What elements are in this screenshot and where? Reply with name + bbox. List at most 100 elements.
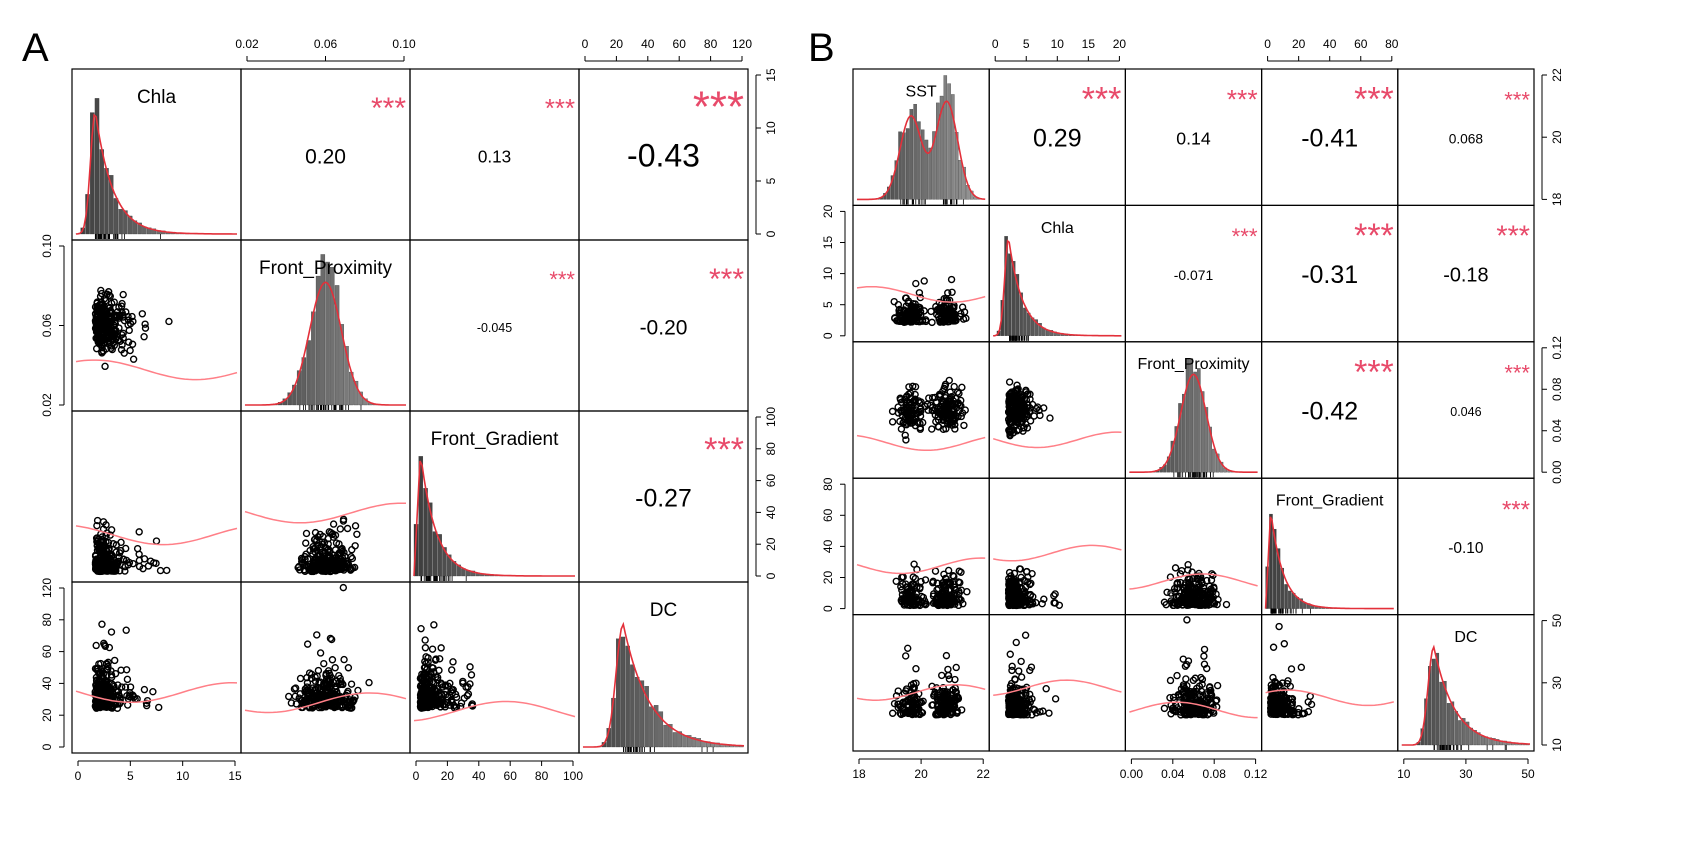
- panel-b-scatter-point: [1269, 673, 1277, 682]
- panel-a-scatter-point: [101, 362, 109, 371]
- panel-b-histogram-bar: [1450, 701, 1455, 746]
- panel-b-histogram-bar: [909, 109, 914, 200]
- panel-a-scatter-point: [117, 346, 126, 354]
- panel-b-scatter-point: [1306, 692, 1314, 700]
- panel-a-tick-label: 20: [610, 37, 624, 51]
- panel-a-scatter-point: [93, 308, 101, 316]
- panel-b-smooth-line: [856, 434, 986, 452]
- panel-b-tick-label: 15: [821, 236, 835, 250]
- panel-b-scatter-point: [1195, 580, 1203, 588]
- panel-b-scatter-point: [901, 652, 910, 660]
- panel-b-scatter-point: [1015, 667, 1023, 675]
- panel-a-scatter-point: [118, 683, 126, 691]
- panel-a-scatter-point: [102, 333, 111, 341]
- panel-b-scatter-point: [891, 314, 899, 323]
- panel-b-scatter-point: [1051, 695, 1060, 703]
- panel-b-tick-label: 20: [821, 204, 835, 218]
- panel-a-scatter-point: [140, 685, 149, 694]
- panel-b-histogram-bar: [1465, 721, 1470, 746]
- panel-b-scatter-point: [1203, 664, 1211, 673]
- panel-b-scatter-point: [1295, 705, 1303, 713]
- panel-a-scatter-point: [326, 567, 335, 575]
- panel-b-scatter-point: [1183, 682, 1191, 690]
- panel-b-scatter-point: [1013, 691, 1021, 700]
- panel-b-scatter-point: [908, 700, 917, 708]
- panel-b-scatter-point: [1017, 657, 1025, 666]
- panel-a-scatter-point: [427, 700, 435, 709]
- panel-a-significance-stars: ***: [371, 92, 406, 125]
- panel-b-tick-label: 0: [1264, 37, 1271, 51]
- panel-b-tick-label: 22: [977, 767, 991, 781]
- panel-b-density-line: [1401, 644, 1530, 746]
- panel-b-histogram-bar: [928, 147, 932, 200]
- panel-b-scatter-point: [1007, 596, 1016, 604]
- panel-a-scatter-point: [126, 346, 134, 355]
- panel-b-scatter-point: [906, 415, 915, 423]
- panel-b-scatter-point: [917, 404, 925, 413]
- panel-a-tick-label: 5: [127, 769, 134, 783]
- panel-b-scatter-point: [1198, 675, 1207, 684]
- panel-a-histogram-bar: [99, 149, 104, 235]
- panel-b-variable-label: Chla: [1041, 220, 1074, 237]
- panel-a-scatter-point: [423, 690, 432, 698]
- panel-b-correlation-value: 0.29: [1033, 125, 1082, 153]
- panel-a-histogram-bar: [315, 275, 321, 406]
- panel-b-scatter-point: [1178, 566, 1186, 575]
- panel-a-scatter-point: [326, 634, 335, 643]
- panel-b-histogram-bar: [898, 131, 902, 200]
- panel-a-scatter-point: [343, 524, 352, 533]
- panel-b-scatter-point: [941, 382, 949, 390]
- panel-b-histogram-bar: [913, 104, 917, 200]
- panel-a-scatter-point: [287, 699, 296, 707]
- panel-b-histogram-bar: [905, 128, 910, 200]
- panel-b-scatter-point: [958, 383, 966, 392]
- panel-b-scatter-point: [901, 294, 910, 302]
- panel-a-scatter-point: [344, 664, 353, 672]
- panel-a-histogram-bar: [677, 731, 682, 748]
- panel-b-scatter-point: [1181, 662, 1190, 670]
- panel-a-tick-label: 0.02: [40, 393, 54, 417]
- panel-a-histogram-bar: [663, 724, 668, 748]
- panel-b-histogram-bar: [939, 95, 944, 200]
- panel-b-scatter-point: [1280, 640, 1289, 648]
- panel-a-histogram-bar: [649, 706, 654, 748]
- panel-a-cell-frame: [240, 581, 411, 754]
- panel-b-scatter-point: [1016, 593, 1024, 601]
- panel-b-histogram-bar: [1219, 461, 1224, 473]
- panel-b-histogram-bar: [902, 132, 906, 200]
- panel-b-scatter-point: [1009, 704, 1017, 712]
- panel-b-scatter-point: [913, 306, 921, 314]
- panel-b-scatter-point: [944, 566, 953, 575]
- panel-a-scatter-point: [353, 530, 361, 538]
- panel-a-histogram-bar: [151, 228, 157, 235]
- panel-a-scatter-point: [118, 341, 126, 349]
- panel-b-scatter-point: [1205, 582, 1214, 590]
- panel-b-scatter-point: [1160, 704, 1169, 713]
- panel-b-scatter-point: [904, 701, 913, 709]
- panel-b-scatter-point: [937, 709, 945, 717]
- panel-a-scatter-point: [421, 684, 429, 692]
- panel-a-scatter-point: [335, 563, 344, 571]
- panel-b-scatter-point: [928, 682, 936, 691]
- panel-a-tick-label: 40: [764, 505, 778, 519]
- panel-a-histogram-bar: [691, 737, 697, 748]
- panel-a-scatter-point: [135, 528, 143, 536]
- panel-b-histogram-bar: [1480, 735, 1485, 746]
- panel-b-histogram-bar: [1038, 323, 1042, 336]
- panel-b-scatter-point: [949, 571, 957, 580]
- panel-a-scatter-point: [96, 676, 104, 684]
- panel-b-scatter-point: [1173, 584, 1181, 593]
- panel-a-histogram-bar: [625, 645, 630, 748]
- panel-a-histogram-bar: [118, 209, 123, 235]
- panel-b-scatter-point: [1007, 572, 1015, 580]
- panel-b-histogram-bar: [951, 94, 955, 200]
- panel-a-scatter-point: [464, 690, 473, 698]
- panel-b-scatter-point: [1015, 579, 1024, 588]
- panel-b-scatter-point: [1021, 686, 1030, 694]
- panel-a-scatter-point: [431, 689, 439, 698]
- panel-a-scatter-point: [296, 674, 305, 683]
- panel-a-scatter-point: [107, 628, 116, 636]
- panel-a-scatter-point: [96, 555, 105, 563]
- panel-b-scatter-point: [1006, 389, 1014, 398]
- panel-a-scatter-point: [97, 563, 105, 571]
